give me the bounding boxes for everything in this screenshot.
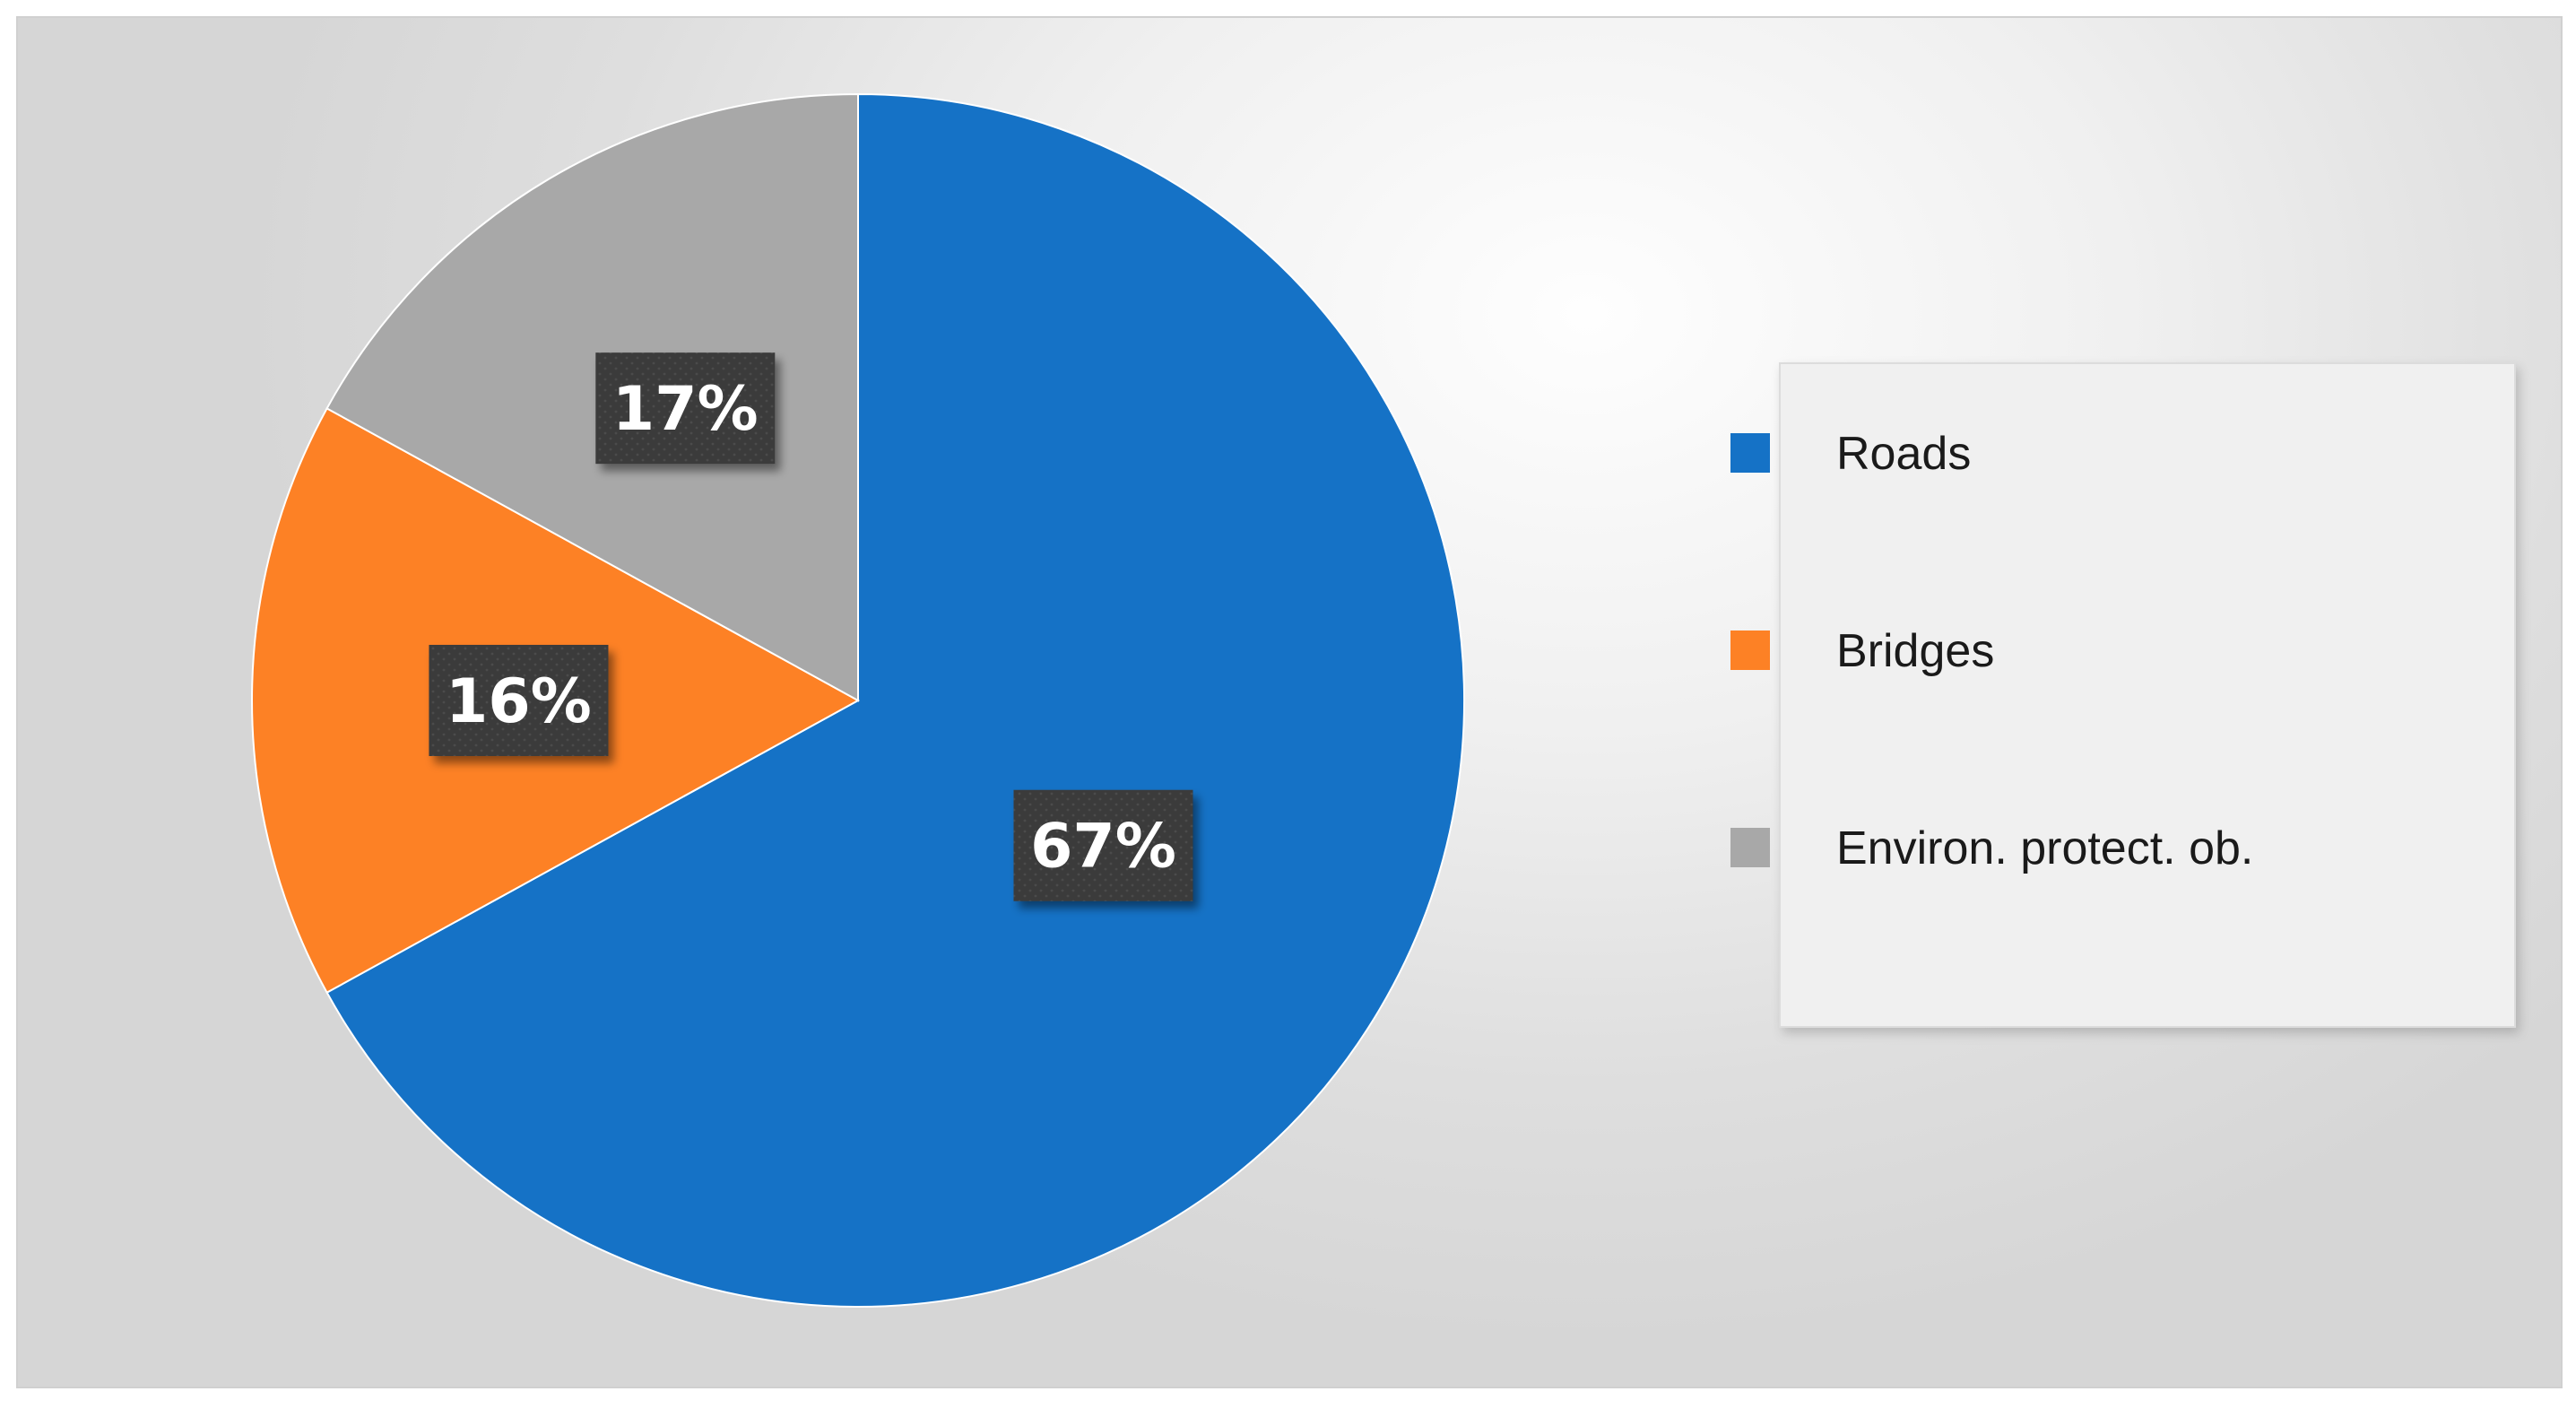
legend-swatch	[1730, 631, 1770, 670]
data-label-box	[595, 352, 776, 465]
data-labels: 67% 16% 17%	[429, 352, 1193, 901]
legend: Roads Bridges Environ. protect. ob.	[1730, 362, 2516, 1028]
data-label-roads: 67%	[1013, 789, 1193, 901]
legend-label: Roads	[1836, 428, 1971, 480]
data-label-text: 16%	[446, 666, 592, 737]
legend-swatch	[1730, 433, 1770, 473]
legend-box	[1779, 362, 2516, 1028]
legend-label: Bridges	[1836, 625, 1994, 677]
data-label-box	[1013, 789, 1193, 901]
data-label-bridges: 16%	[429, 645, 609, 756]
legend-swatch	[1730, 828, 1770, 867]
pie-slice-environ-protect-ob	[325, 92, 859, 702]
legend-item-environ-protect-ob: Environ. protect. ob.	[1730, 822, 2253, 874]
legend-item-roads: Roads	[1730, 428, 1971, 480]
data-label-text: 17%	[612, 374, 759, 445]
data-label-text: 67%	[1030, 812, 1176, 883]
legend-item-bridges: Bridges	[1730, 625, 1994, 677]
legend-label: Environ. protect. ob.	[1836, 822, 2253, 874]
data-label-environ-protect-ob: 17%	[595, 352, 776, 465]
pie-slice-roads	[325, 92, 1465, 1308]
data-label-box	[429, 645, 609, 756]
